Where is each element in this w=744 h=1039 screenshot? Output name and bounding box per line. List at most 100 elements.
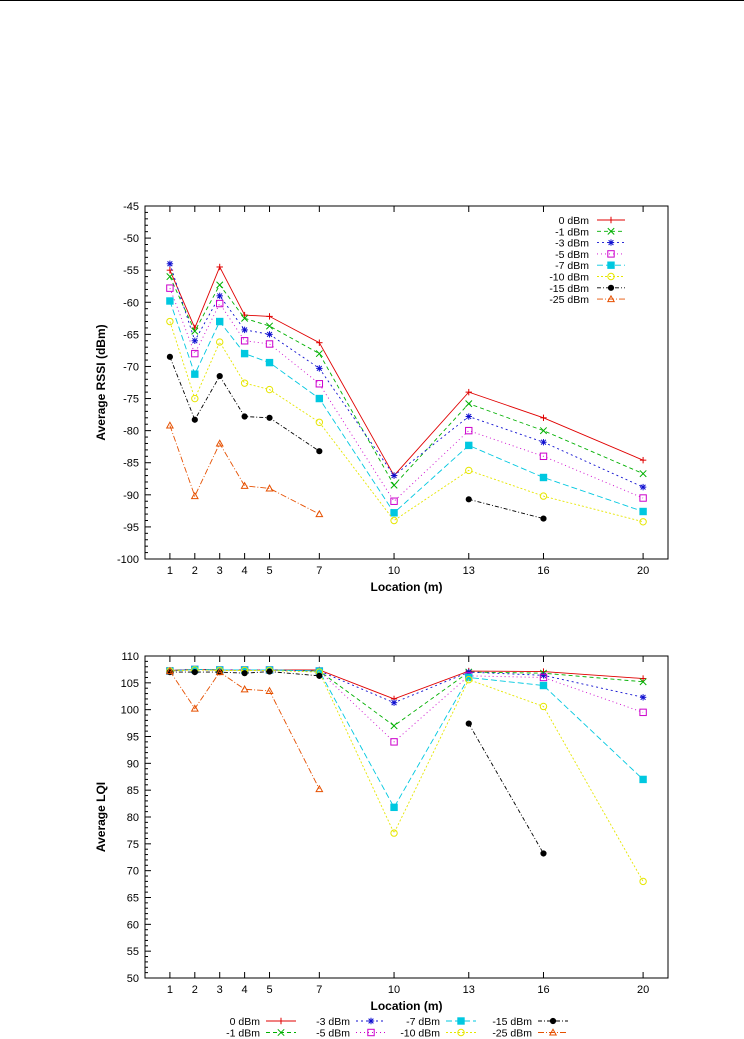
data-point [639,675,647,682]
y-tick-label: -45 [123,201,139,213]
y-tick-label: 70 [127,866,139,878]
legend-label: -5 dBm [555,249,589,261]
data-point [191,370,199,378]
data-point [265,484,274,492]
data-point [539,473,548,482]
data-point [190,704,199,712]
x-tick-label: 16 [537,984,549,996]
y-tick-label: 110 [121,651,139,663]
legend-marker [549,1017,557,1025]
legend-marker [457,1028,465,1037]
series-line [169,356,320,452]
data-point [390,722,398,730]
legend-marker [606,294,616,303]
legend-label: -1 dBm [555,226,589,238]
data-point [390,509,398,517]
data-point [465,466,473,475]
data-point [241,326,248,334]
data-point [215,667,224,676]
y-tick-label: -50 [123,233,139,245]
data-point [390,516,398,525]
legend-label: -15 dBm [549,283,589,295]
legend-marker [607,261,615,269]
legend-marker [607,227,615,235]
data-point [166,297,174,305]
legend-marker [607,272,615,281]
legend-label: -25 dBm [492,1028,532,1039]
data-point [465,413,472,420]
legend-label: 0 dBm [559,215,590,227]
series-line [169,300,644,514]
data-point [215,439,224,447]
series--1-dbm [166,665,647,730]
data-point [265,340,274,348]
data-point [390,829,398,837]
series-0-dbm [166,666,647,703]
series-line [169,321,644,523]
plot-frame [144,205,669,560]
legend-item: -5 dBm [555,249,625,261]
data-point [465,675,473,684]
data-point [216,263,223,271]
x-tick-label: 10 [388,565,400,577]
data-point [191,327,199,335]
y-tick-label: 80 [127,812,139,824]
legend-label: -10 dBm [400,1028,440,1039]
data-point [639,456,647,464]
data-point [315,350,323,358]
data-point [240,685,249,693]
series-line [468,723,544,854]
x-tick-label: 7 [316,565,322,577]
data-point [191,349,199,358]
series--7-dbm [166,665,647,812]
data-point [465,400,473,408]
legend-item: -15 dBm [549,283,625,295]
data-point [316,672,323,679]
data-point [166,353,174,360]
data-point [216,281,224,289]
data-point [190,491,199,500]
series--3-dbm [166,666,647,706]
plot-frame [144,655,669,979]
data-point [315,380,324,388]
series--3-dbm [166,260,647,491]
data-point [540,414,547,421]
series-line [169,668,644,700]
legend-item: 0 dBm [230,1016,296,1028]
legend-label: -5 dBm [316,1028,350,1039]
y-tick-label: 60 [127,919,139,931]
x-tick-label: 1 [167,565,173,577]
data-point [315,509,324,518]
legend: 0 dBm-1 dBm -3 dBm-5 dBm -7 dBm-10 dBm -15 … [226,1016,568,1039]
data-point [539,452,548,461]
series-line [468,498,544,520]
data-point [216,317,224,326]
data-point [390,738,398,746]
data-point [639,470,647,478]
data-point [316,339,323,346]
data-point [166,260,174,267]
series-line [169,265,644,477]
data-point [540,438,547,446]
legend-marker [367,1028,375,1037]
data-point [465,426,473,435]
series--15-dbm [166,353,547,522]
series-line [169,425,320,515]
data-point [639,678,647,686]
data-point [216,299,224,308]
x-tick-label: 20 [637,565,649,577]
series-line [169,668,644,809]
legend-label: 0 dBm [230,1016,261,1028]
series-line [169,276,644,486]
data-point [191,394,199,403]
legend-label: -15 dBm [492,1016,532,1028]
data-point [539,492,548,500]
data-point [315,784,324,793]
legend-item: -25 dBm [549,294,625,306]
y-tick-label: -100 [117,554,139,566]
y-tick-label: 65 [127,893,139,905]
series-line [169,668,644,743]
x-tick-label: 4 [242,565,248,577]
x-tick-label: 7 [316,984,322,996]
legend-marker [607,250,615,258]
